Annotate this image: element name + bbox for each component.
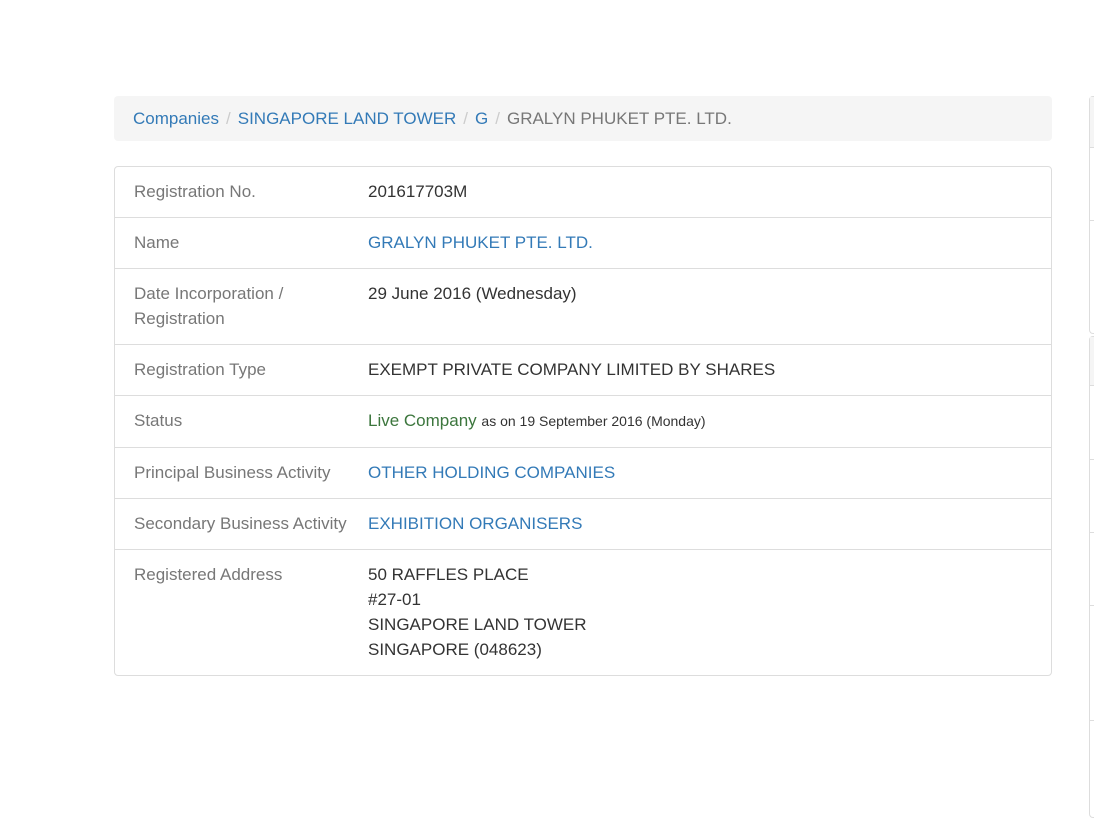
side-panel-row: [1090, 385, 1094, 459]
row-label: Registered Address: [134, 565, 283, 584]
secondary-activity-link[interactable]: EXHIBITION ORGANISERS: [368, 514, 583, 533]
side-panel: [1089, 96, 1094, 334]
row-label: Status: [134, 411, 183, 430]
address-line: #27-01: [368, 590, 421, 609]
row-label: Registration No.: [134, 182, 256, 201]
side-panel-header: [1090, 337, 1094, 385]
table-row: Date Incorporation / Registration 29 June…: [115, 268, 1051, 344]
status-date: as on 19 September 2016 (Monday): [481, 413, 706, 429]
registration-number: 201617703M: [368, 182, 468, 201]
side-panel-row: [1090, 605, 1094, 720]
table-row: Registered Address 50 RAFFLES PLACE #27-01…: [115, 549, 1051, 675]
table-row: Status Live Company as on 19 September 20…: [115, 395, 1051, 447]
breadcrumb-building[interactable]: SINGAPORE LAND TOWER: [237, 109, 457, 128]
incorporation-day: (Wednesday): [475, 284, 577, 303]
company-name-link[interactable]: GRALYN PHUKET PTE. LTD.: [368, 233, 593, 252]
row-label: Date Incorporation / Registration: [134, 284, 284, 328]
side-panel-header: [1090, 97, 1094, 147]
address-line: SINGAPORE LAND TOWER: [368, 615, 587, 634]
table-row: Principal Business Activity OTHER HOLDING…: [115, 447, 1051, 498]
table-row: Secondary Business Activity EXHIBITION OR…: [115, 498, 1051, 549]
row-label: Secondary Business Activity: [134, 514, 347, 533]
breadcrumb: Companies / SINGAPORE LAND TOWER / G / GRALYN …: [114, 96, 1052, 141]
side-panel-row: [1090, 220, 1094, 331]
address-line: SINGAPORE (048623): [368, 640, 542, 659]
row-label: Registration Type: [134, 360, 266, 379]
side-panel-row: [1090, 147, 1094, 220]
address-line: 50 RAFFLES PLACE: [368, 565, 529, 584]
principal-activity-link[interactable]: OTHER HOLDING COMPANIES: [368, 463, 616, 482]
breadcrumb-current: GRALYN PHUKET PTE. LTD.: [506, 109, 732, 128]
row-label: Principal Business Activity: [134, 463, 331, 482]
side-panel-row: [1090, 720, 1094, 811]
side-panel: [1089, 336, 1094, 818]
breadcrumb-separator: /: [495, 109, 500, 128]
breadcrumb-letter[interactable]: G: [475, 109, 489, 128]
side-panel-row: [1090, 459, 1094, 532]
breadcrumb-separator: /: [226, 109, 231, 128]
registration-type: EXEMPT PRIVATE COMPANY LIMITED BY SHARES: [368, 360, 776, 379]
table-row: Name GRALYN PHUKET PTE. LTD.: [115, 217, 1051, 268]
table-row: Registration No. 201617703M: [115, 167, 1051, 217]
breadcrumb-companies[interactable]: Companies: [133, 109, 219, 128]
side-panel-row: [1090, 532, 1094, 605]
incorporation-date: 29 June 2016: [368, 284, 472, 303]
table-row: Registration Type EXEMPT PRIVATE COMPANY …: [115, 344, 1051, 395]
breadcrumb-separator: /: [463, 109, 468, 128]
row-label: Name: [134, 233, 180, 252]
status-value: Live Company: [368, 411, 477, 430]
company-details-table: Registration No. 201617703M Name GRALYN PH…: [114, 166, 1052, 676]
registered-address: 50 RAFFLES PLACE #27-01 SINGAPORE LAND TOW…: [349, 562, 587, 662]
